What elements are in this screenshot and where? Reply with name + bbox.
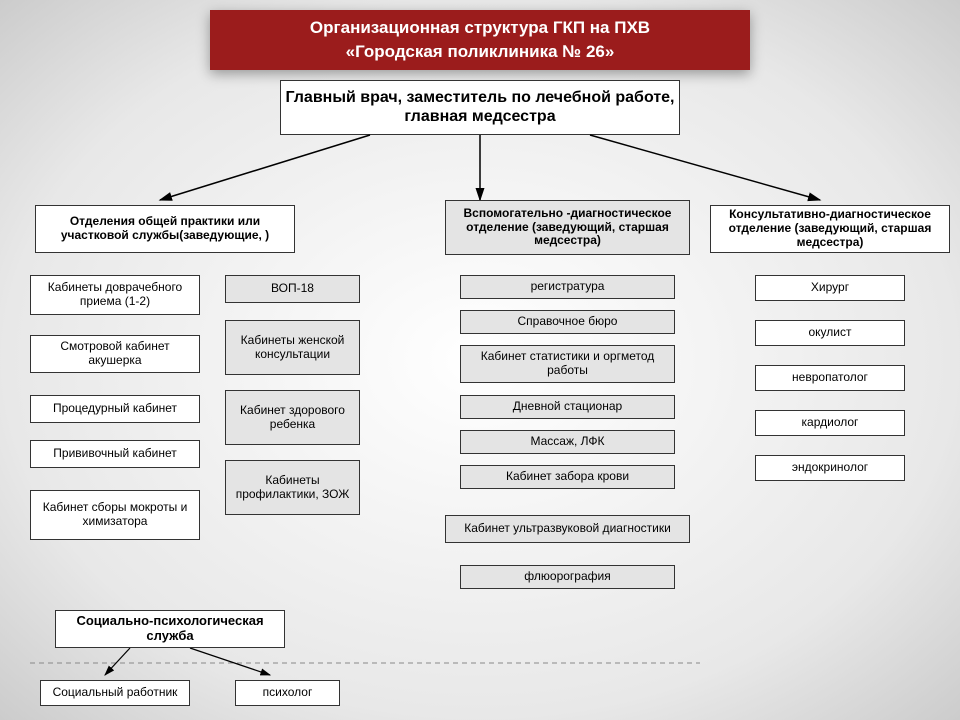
dept3-item: эндокринолог (755, 455, 905, 481)
dept3-4: эндокринолог (792, 461, 868, 475)
banner-line2: «Городская поликлиника № 26» (210, 40, 750, 64)
title-banner: Организационная структура ГКП на ПХВ «Го… (210, 10, 750, 70)
dept2-5: Кабинет забора крови (506, 470, 629, 484)
dept2-header: Вспомогательно -диагностическое отделени… (445, 200, 690, 255)
dept1-a-item: Кабинеты доврачебного приема (1-2) (30, 275, 200, 315)
dept2-item: регистратура (460, 275, 675, 299)
dept1-header: Отделения общей практики или участковой … (35, 205, 295, 253)
dept1-b-0: ВОП-18 (271, 282, 314, 296)
dept3-1: окулист (809, 326, 852, 340)
dept1-a-3: Прививочный кабинет (53, 447, 176, 461)
social-0: Социальный работник (53, 686, 178, 700)
dept1-a-item: Процедурный кабинет (30, 395, 200, 423)
dept2-1: Справочное бюро (518, 315, 618, 329)
dept3-2: невропатолог (792, 371, 868, 385)
dept1-a-0: Кабинеты доврачебного приема (1-2) (35, 281, 195, 309)
dept1-a-item: Смотровой кабинет акушерка (30, 335, 200, 373)
dept2-item: Кабинет ультразвуковой диагностики (445, 515, 690, 543)
dept3-item: невропатолог (755, 365, 905, 391)
head-node: Главный врач, заместитель по лечебной ра… (280, 80, 680, 135)
dept2-4: Массаж, ЛФК (530, 435, 604, 449)
banner-line1: Организационная структура ГКП на ПХВ (210, 16, 750, 40)
dept2-item: Дневной стационар (460, 395, 675, 419)
dept1-b-1: Кабинеты женской консультации (230, 334, 355, 362)
dept3-item: окулист (755, 320, 905, 346)
dept3-0: Хирург (811, 281, 849, 295)
dept2-item: Массаж, ЛФК (460, 430, 675, 454)
social-header-label: Социально-психологическая служба (60, 614, 280, 644)
dept2-6: Кабинет ультразвуковой диагностики (464, 522, 671, 536)
dept2-item: флюорография (460, 565, 675, 589)
dept1-a-item: Кабинет сборы мокроты и химизатора (30, 490, 200, 540)
dept2-item: Кабинет забора крови (460, 465, 675, 489)
dept1-b-item: Кабинеты профилактики, ЗОЖ (225, 460, 360, 515)
dept2-3: Дневной стационар (513, 400, 622, 414)
dept3-item: кардиолог (755, 410, 905, 436)
dept1-b-3: Кабинеты профилактики, ЗОЖ (230, 474, 355, 502)
dept1-b-item: Кабинеты женской консультации (225, 320, 360, 375)
dept1-a-1: Смотровой кабинет акушерка (35, 340, 195, 368)
head-label: Главный врач, заместитель по лечебной ра… (285, 89, 675, 126)
dept2-item: Справочное бюро (460, 310, 675, 334)
social-item: психолог (235, 680, 340, 706)
dept1-a-item: Прививочный кабинет (30, 440, 200, 468)
social-header: Социально-психологическая служба (55, 610, 285, 648)
dept2-2: Кабинет статистики и оргметод работы (465, 350, 670, 378)
dept1-a-4: Кабинет сборы мокроты и химизатора (35, 501, 195, 529)
dept1-b-item: ВОП-18 (225, 275, 360, 303)
dept2-label: Вспомогательно -диагностическое отделени… (450, 207, 685, 248)
dept3-3: кардиолог (802, 416, 859, 430)
dept1-a-2: Процедурный кабинет (53, 402, 177, 416)
dept2-0: регистратура (531, 280, 605, 294)
dept1-b-2: Кабинет здорового ребенка (230, 404, 355, 432)
dept3-item: Хирург (755, 275, 905, 301)
dept1-label: Отделения общей практики или участковой … (40, 215, 290, 243)
social-1: психолог (263, 686, 313, 700)
social-item: Социальный работник (40, 680, 190, 706)
dept2-item: Кабинет статистики и оргметод работы (460, 345, 675, 383)
dept3-header: Консультативно-диагностическое отделение… (710, 205, 950, 253)
dept3-label: Консультативно-диагностическое отделение… (715, 208, 945, 249)
dept2-7: флюорография (524, 570, 610, 584)
dept1-b-item: Кабинет здорового ребенка (225, 390, 360, 445)
